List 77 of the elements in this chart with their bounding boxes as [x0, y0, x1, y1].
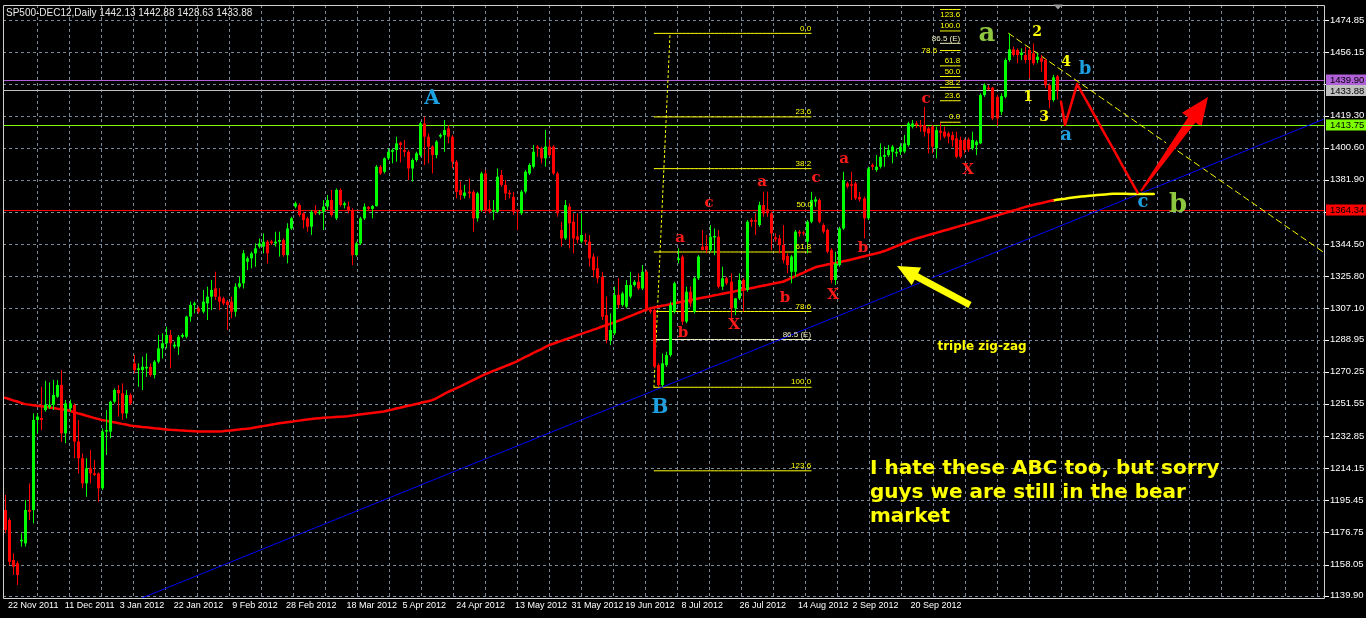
x-tick-label: 5 Apr 2012 — [402, 599, 446, 610]
y-tick-label: 1176.75 — [1330, 526, 1364, 538]
x-tick-label: 20 Sep 2012 — [910, 599, 962, 610]
y-tick-label: 1381.90 — [1330, 173, 1365, 185]
annotation: a — [839, 148, 850, 167]
ref-line-label: 1433.88 — [1330, 84, 1365, 96]
annotation: 1 — [1023, 87, 1033, 104]
text: 100.0 — [791, 377, 812, 387]
annotation: b — [779, 287, 791, 306]
x-tick-label: 19 Jun 2012 — [625, 599, 675, 610]
series-label: 23.6 — [944, 90, 961, 100]
x-tick-label: 2 Sep 2012 — [852, 599, 899, 610]
x-tick-label: 22 Nov 2011 — [8, 599, 59, 610]
text: 0.0 — [949, 112, 961, 122]
y-tick-label: 1344.50 — [1330, 237, 1365, 249]
y-tick-label: 1195.45 — [1330, 493, 1364, 505]
ref-line-label: 1413.75 — [1330, 119, 1365, 131]
annotation: c — [704, 192, 714, 211]
text: 78.6 — [921, 45, 938, 55]
x-tick-label: 26 Jul 2012 — [739, 599, 787, 610]
y-tick-label: 1251.55 — [1330, 397, 1365, 409]
series-label: 123.6 — [940, 9, 961, 19]
annotation: c — [1137, 189, 1149, 211]
x-tick-label: 24 Apr 2012 — [456, 599, 505, 610]
x-tick-label: 18 Mar 2012 — [346, 599, 398, 610]
annotation: A — [423, 85, 441, 110]
annotation: I hate these ABC too, but sorry guys we are still in the bear market — [870, 455, 1220, 528]
series-label: 100.0 — [940, 21, 961, 31]
y-tick-label: 1307.10 — [1330, 302, 1365, 313]
y-tick-label: 1288.95 — [1330, 333, 1365, 345]
x-tick-label: 14 Aug 2012 — [797, 599, 849, 610]
y-tick-label: 1419.30 — [1330, 109, 1365, 121]
y-tick-label: 1400.60 — [1330, 141, 1365, 153]
y-tick-label: 1139.90 — [1330, 589, 1364, 601]
annotation: b — [857, 237, 869, 256]
ref-line-label: 1439.90 — [1330, 74, 1365, 86]
annotation: 3 — [1039, 107, 1049, 124]
y-tick-label: 1456.15 — [1330, 45, 1365, 57]
x-tick-label: 8 Jul 2012 — [681, 599, 724, 610]
annotation: 2 — [1032, 22, 1042, 39]
annotation: c — [811, 167, 821, 186]
annotation: X — [827, 284, 840, 303]
y-tick-label: 1325.80 — [1330, 269, 1365, 281]
annotation: a — [978, 16, 996, 47]
annotation: c — [921, 88, 931, 107]
annotation: a — [1060, 122, 1073, 144]
x-tick-label: 3 Jan 2012 — [119, 599, 165, 610]
annotation: triple zig-zag — [937, 339, 1027, 354]
series-label: 50.0 — [944, 66, 961, 76]
y-tick-label: 1158.05 — [1330, 558, 1364, 570]
text: 23.6 — [795, 107, 812, 117]
annotation: a — [675, 227, 686, 246]
x-tick-label: 28 Feb 2012 — [286, 599, 337, 610]
x-tick-label: 22 Jan 2012 — [173, 599, 224, 610]
y-tick-label: 1232.85 — [1330, 429, 1365, 441]
annotation: a — [757, 171, 768, 190]
series-label: 38.2 — [795, 158, 812, 168]
text: 86.5 (E) — [931, 33, 961, 43]
text: 123.6 — [791, 461, 812, 471]
annotation: 4 — [1061, 52, 1072, 69]
annotation: b — [1078, 56, 1092, 78]
series-label: 61.8 — [944, 56, 961, 66]
annotation: X — [728, 314, 741, 333]
annotation: X — [962, 159, 975, 178]
y-tick-label: 1474.85 — [1330, 13, 1365, 25]
annotation: b — [677, 322, 689, 341]
ref-line-label: 1364.34 — [1330, 204, 1365, 216]
x-tick-label: 31 May 2012 — [571, 599, 624, 610]
x-tick-label: 13 May 2012 — [515, 599, 568, 610]
x-tick-label: 11 Dec 2011 — [64, 599, 115, 610]
x-tick-label: 9 Feb 2012 — [232, 599, 278, 610]
y-tick-label: 1270.25 — [1330, 365, 1365, 377]
chart-title: SP500-DEC12,Daily 1442.13 1442.88 1428.63 1433.88 — [6, 6, 253, 18]
series-label: 0.0 — [799, 23, 812, 33]
annotation: b — [1168, 187, 1188, 218]
annotation: B — [651, 394, 669, 419]
y-tick-label: 1214.15 — [1330, 461, 1365, 473]
